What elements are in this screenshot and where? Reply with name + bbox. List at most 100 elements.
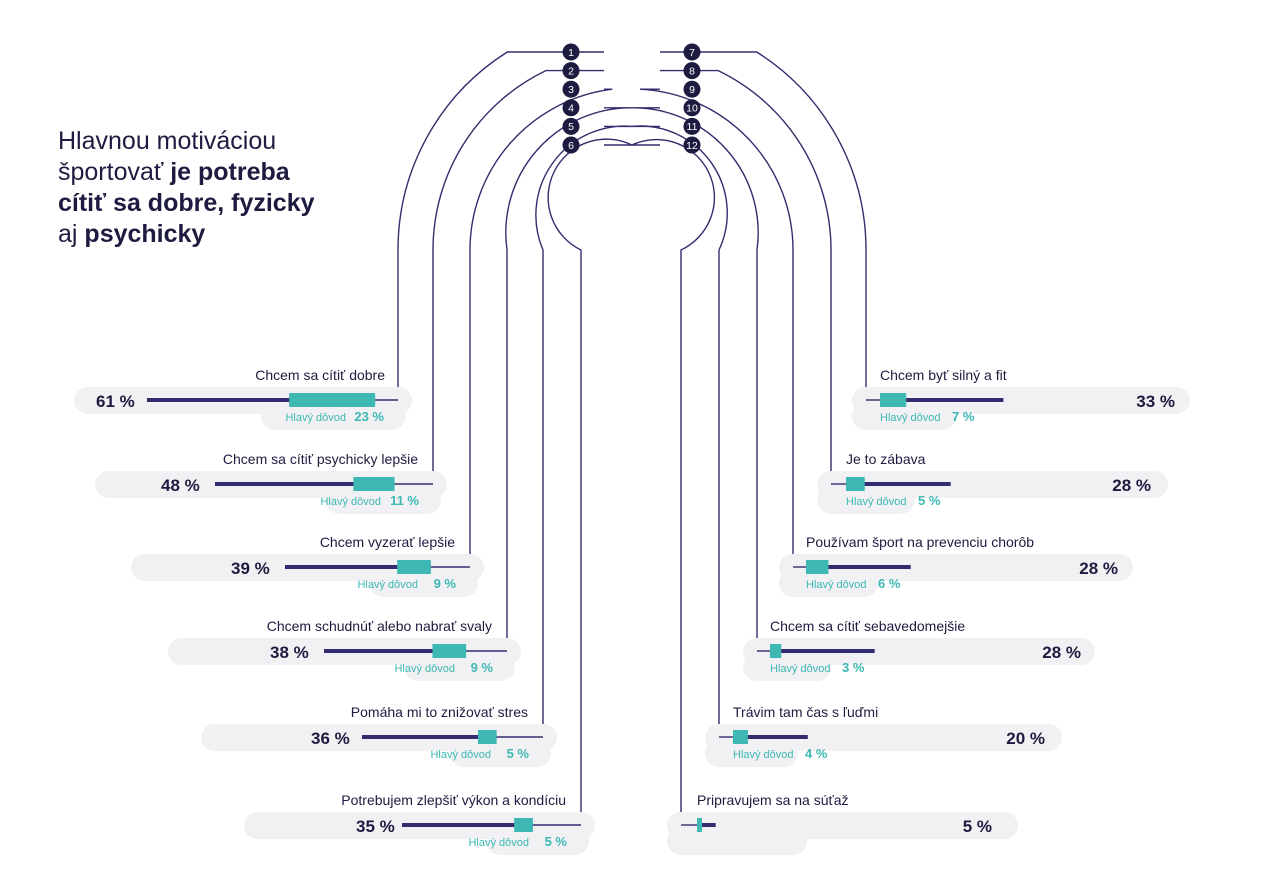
- main-bar-12: [697, 818, 702, 832]
- band-right-4: [743, 638, 1095, 665]
- headline-line2-bold: je potreba: [170, 158, 290, 186]
- main-label-10: 3 %: [842, 660, 865, 675]
- badge-number-5: 5: [568, 121, 574, 133]
- badge-number-2: 2: [568, 65, 574, 77]
- category-label-4: Chcem schudnúť alebo nabrať svaly: [267, 618, 492, 634]
- category-label-8: Je to zábava: [846, 451, 926, 467]
- sub-band-left-1: [261, 402, 406, 430]
- sub-band-left-2: [325, 486, 441, 514]
- main-bar-4: [432, 644, 467, 658]
- category-label-3: Chcem vyzerať lepšie: [320, 534, 455, 550]
- total-label-1: 61 %: [96, 392, 135, 411]
- main-bar-2: [353, 477, 395, 491]
- main-bar-5: [477, 730, 497, 744]
- badge-number-7: 7: [689, 47, 695, 59]
- sub-band-right-3: [779, 569, 879, 597]
- main-label-2: 11 %: [390, 493, 419, 508]
- main-bar-6: [514, 818, 533, 832]
- badge-3: [562, 80, 580, 98]
- main-label-4: 9 %: [471, 660, 494, 675]
- category-label-12: Pripravujem sa na súťaž: [697, 792, 849, 808]
- headline-line4-bold: psychicky: [84, 220, 206, 248]
- connector-right-3: [639, 88, 794, 567]
- main-bar-10: [770, 644, 782, 658]
- sub-label-3: Hlavý dôvod: [357, 579, 418, 591]
- connector-left-4: [505, 107, 633, 651]
- sub-band-right-1: [852, 402, 957, 430]
- connector-right-5: [631, 125, 728, 737]
- connector-left-3: [469, 88, 613, 567]
- connector-right-4: [631, 107, 759, 651]
- main-bar-1: [289, 393, 376, 407]
- sub-band-right-2: [817, 486, 915, 514]
- total-label-6: 35 %: [356, 817, 395, 836]
- headline: Hlavnou motiváciou športovať je potreba …: [58, 126, 358, 250]
- sub-label-5: Hlavý dôvod: [430, 749, 491, 761]
- total-label-11: 20 %: [1006, 729, 1045, 748]
- badge-5: [562, 117, 580, 135]
- badge-number-10: 10: [686, 103, 698, 115]
- sub-band-left-4: [404, 653, 515, 681]
- main-bar-8: [846, 477, 865, 491]
- connector-left-5: [535, 125, 633, 737]
- main-label-3: 9 %: [434, 576, 457, 591]
- connector-right-1: [660, 51, 867, 400]
- headline-line3-bold: cítiť sa dobre, fyzicky: [58, 189, 315, 217]
- sub-label-4: Hlavý dôvod: [394, 663, 455, 675]
- total-label-10: 28 %: [1042, 643, 1081, 662]
- badge-number-12: 12: [686, 140, 698, 152]
- connector-right-2: [660, 69, 832, 484]
- sub-label-9: Hlavý dôvod: [806, 579, 867, 591]
- sub-label-11: Hlavý dôvod: [733, 749, 794, 761]
- main-label-5: 5 %: [507, 746, 530, 761]
- main-bar-3: [397, 560, 431, 574]
- total-label-12: 5 %: [963, 817, 992, 836]
- sub-label-7: Hlavý dôvod: [880, 412, 941, 424]
- sub-band-left-6: [486, 827, 589, 855]
- main-bar-7: [880, 393, 907, 407]
- badge-number-4: 4: [568, 103, 574, 115]
- main-label-11: 4 %: [805, 746, 828, 761]
- badge-number-11: 11: [687, 121, 698, 133]
- category-label-5: Pomáha mi to znižovať stres: [351, 704, 528, 720]
- badge-7: [683, 43, 701, 61]
- main-bar-9: [806, 560, 829, 574]
- total-label-7: 33 %: [1136, 392, 1175, 411]
- total-label-3: 39 %: [231, 559, 270, 578]
- sub-label-6: Hlavý dôvod: [468, 837, 529, 849]
- sub-band-right-4: [743, 653, 832, 681]
- headline-line2-regular: športovať: [58, 158, 164, 186]
- total-label-2: 48 %: [161, 476, 200, 495]
- headline-line1: Hlavnou motiváciou: [58, 127, 277, 155]
- connector-left-2: [432, 69, 604, 484]
- headline-line4-regular: aj: [58, 220, 78, 248]
- badge-1: [562, 43, 580, 61]
- category-label-2: Chcem sa cítiť psychicky lepšie: [223, 451, 418, 467]
- sub-band-right-6: [667, 827, 807, 855]
- badge-10: [683, 99, 701, 117]
- badge-6: [562, 136, 580, 154]
- main-label-6: 5 %: [545, 834, 568, 849]
- connector-left-1: [397, 51, 604, 400]
- badge-number-8: 8: [689, 65, 695, 77]
- connector-lines: [397, 51, 867, 825]
- category-label-11: Trávim tam čas s ľuďmi: [733, 704, 878, 720]
- sub-label-2: Hlavý dôvod: [320, 496, 381, 508]
- badge-number-3: 3: [568, 84, 574, 96]
- main-label-8: 5 %: [918, 493, 941, 508]
- sub-label-1: Hlavý dôvod: [285, 412, 346, 424]
- badge-4: [562, 99, 580, 117]
- sub-label-10: Hlavý dôvod: [770, 663, 831, 675]
- connector-left-6: [547, 138, 633, 825]
- connector-right-6: [631, 138, 716, 825]
- badge-11: [683, 117, 701, 135]
- badge-8: [683, 62, 701, 80]
- badge-12: [683, 136, 701, 154]
- sub-label-8: Hlavý dôvod: [846, 496, 907, 508]
- main-label-7: 7 %: [952, 409, 975, 424]
- badge-number-9: 9: [689, 84, 695, 96]
- badge-number-1: 1: [568, 47, 574, 59]
- badge-number-6: 6: [568, 140, 574, 152]
- category-label-1: Chcem sa cítiť dobre: [255, 367, 385, 383]
